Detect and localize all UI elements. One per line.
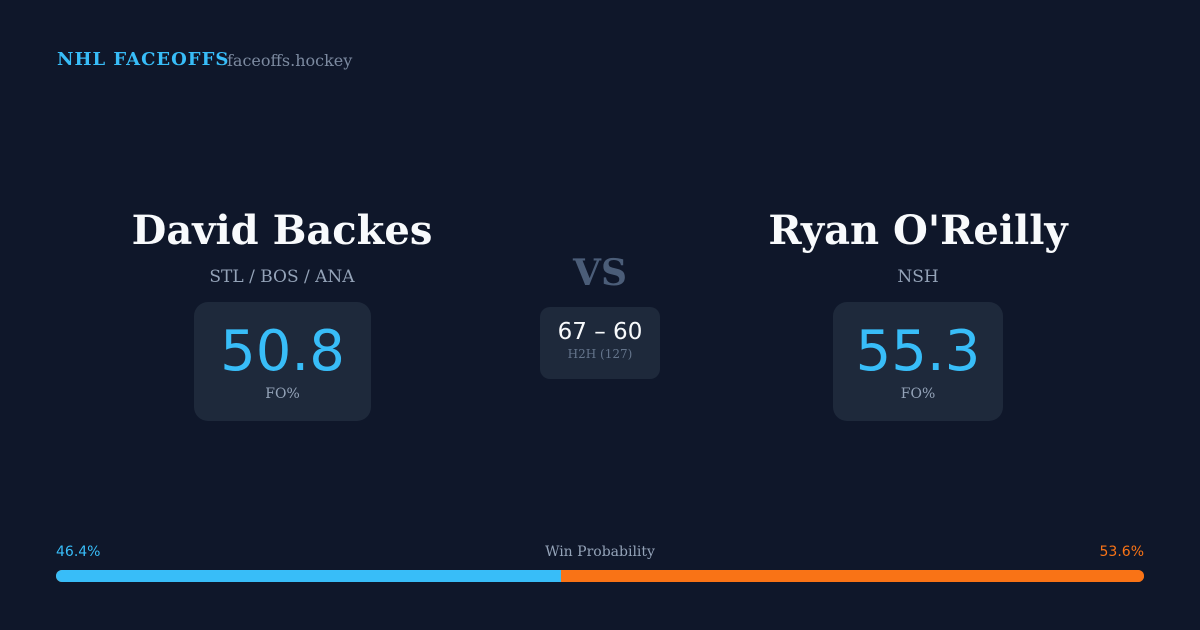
win-prob-bar bbox=[56, 570, 1144, 582]
p2-win-prob: 53.6% bbox=[1099, 544, 1144, 560]
player2-teams: NSH bbox=[897, 267, 939, 287]
player2-fo-value: 55.3 bbox=[855, 319, 981, 384]
player1-fo-card: 50.8 FO% bbox=[194, 302, 371, 421]
p1-win-prob: 46.4% bbox=[56, 544, 101, 560]
vs-label: VS bbox=[573, 252, 627, 294]
h2h-label: H2H (127) bbox=[567, 347, 633, 361]
player2-fo-label: FO% bbox=[900, 386, 936, 402]
brand-title: NHL FACEOFFS bbox=[57, 49, 230, 70]
player1: David Backes STL / BOS / ANA bbox=[82, 205, 482, 287]
p2-win-prob-fill bbox=[560, 570, 1144, 582]
player2-fo-card: 55.3 FO% bbox=[833, 302, 1003, 421]
h2h-card: 67 – 60 H2H (127) bbox=[540, 307, 660, 379]
site-link[interactable]: faceoffs.hockey bbox=[227, 51, 353, 70]
player2: Ryan O'Reilly NSH bbox=[718, 205, 1118, 287]
player1-fo-label: FO% bbox=[265, 386, 300, 402]
player2-name: Ryan O'Reilly bbox=[768, 207, 1068, 254]
player1-name: David Backes bbox=[131, 207, 433, 254]
win-prob-label: Win Probability bbox=[545, 544, 655, 560]
p1-win-prob-fill bbox=[56, 570, 561, 582]
h2h-score: 67 – 60 bbox=[557, 319, 643, 345]
player1-fo-value: 50.8 bbox=[220, 319, 345, 384]
player1-teams: STL / BOS / ANA bbox=[209, 267, 355, 287]
